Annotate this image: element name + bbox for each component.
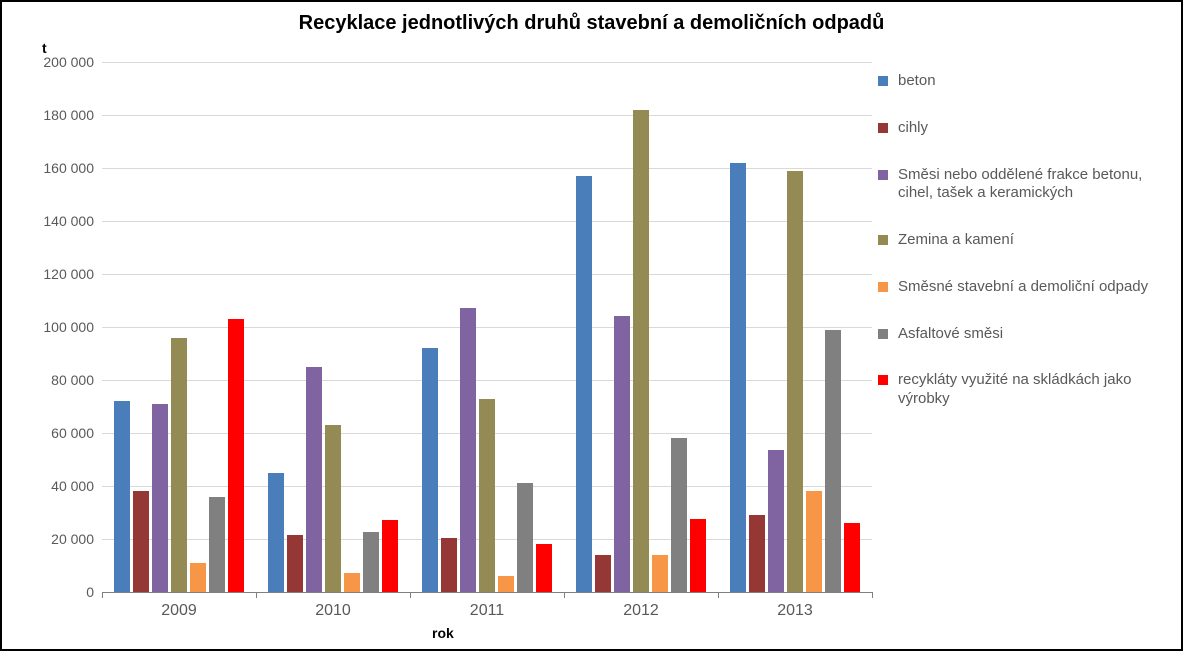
chart-bar — [536, 544, 552, 592]
grid-line — [102, 221, 872, 222]
plot-area: 020 00040 00060 00080 000100 000120 0001… — [102, 62, 872, 592]
chart-bar — [152, 404, 168, 592]
chart-container: Recyklace jednotlivých druhů stavební a … — [0, 0, 1183, 651]
y-tick-label: 40 000 — [51, 478, 102, 494]
legend-swatch — [878, 235, 888, 245]
y-tick-label: 200 000 — [43, 54, 102, 70]
chart-bar — [614, 316, 630, 592]
legend-swatch — [878, 76, 888, 86]
chart-bar — [730, 163, 746, 592]
x-axis-label: rok — [432, 625, 454, 641]
y-tick-label: 80 000 — [51, 372, 102, 388]
chart-bar — [652, 555, 668, 592]
chart-bar — [209, 497, 225, 592]
x-tick-mark — [410, 592, 411, 598]
y-tick-label: 140 000 — [43, 213, 102, 229]
chart-bar — [382, 520, 398, 592]
legend-label: Směsi nebo oddělené frakce betonu, cihel… — [898, 166, 1163, 204]
grid-line — [102, 274, 872, 275]
y-tick-label: 180 000 — [43, 107, 102, 123]
x-tick-mark — [872, 592, 873, 598]
chart-bar — [633, 110, 649, 592]
chart-bar — [768, 450, 784, 592]
grid-line — [102, 380, 872, 381]
legend-swatch — [878, 375, 888, 385]
x-category-label: 2013 — [777, 602, 813, 620]
legend-item: beton — [878, 72, 1163, 91]
grid-line — [102, 327, 872, 328]
chart-bar — [171, 338, 187, 592]
x-tick-mark — [102, 592, 103, 598]
chart-bar — [268, 473, 284, 592]
x-category-label: 2012 — [623, 602, 659, 620]
x-axis-line — [102, 592, 872, 593]
chart-bar — [690, 519, 706, 592]
grid-line — [102, 62, 872, 63]
legend-item: cihly — [878, 119, 1163, 138]
chart-bar — [671, 438, 687, 592]
chart-bar — [133, 491, 149, 592]
grid-line — [102, 168, 872, 169]
y-tick-label: 160 000 — [43, 160, 102, 176]
chart-bar — [825, 330, 841, 592]
chart-bar — [576, 176, 592, 592]
x-tick-mark — [256, 592, 257, 598]
x-tick-mark — [718, 592, 719, 598]
chart-bar — [806, 491, 822, 592]
chart-bar — [460, 308, 476, 592]
legend-item: Směsné stavební a demoliční odpady — [878, 278, 1163, 297]
y-tick-label: 20 000 — [51, 531, 102, 547]
legend-label: Asfaltové směsi — [898, 325, 1003, 344]
y-tick-label: 120 000 — [43, 266, 102, 282]
chart-bar — [306, 367, 322, 592]
chart-bar — [344, 573, 360, 592]
legend-label: Zemina a kamení — [898, 231, 1014, 250]
chart-bar — [228, 319, 244, 592]
chart-bar — [498, 576, 514, 592]
x-category-label: 2009 — [161, 602, 197, 620]
chart-bar — [441, 538, 457, 592]
x-category-label: 2011 — [470, 602, 504, 620]
x-tick-mark — [564, 592, 565, 598]
legend-swatch — [878, 329, 888, 339]
legend-label: recykláty využité na skládkách jako výro… — [898, 371, 1163, 409]
chart-bar — [114, 401, 130, 592]
chart-bar — [479, 399, 495, 592]
chart-bar — [749, 515, 765, 592]
chart-bar — [517, 483, 533, 592]
y-tick-label: 100 000 — [43, 319, 102, 335]
legend-swatch — [878, 282, 888, 292]
legend-swatch — [878, 170, 888, 180]
legend-label: cihly — [898, 119, 928, 138]
chart-bar — [422, 348, 438, 592]
legend-item: recykláty využité na skládkách jako výro… — [878, 371, 1163, 409]
chart-bar — [844, 523, 860, 592]
chart-title: Recyklace jednotlivých druhů stavební a … — [2, 12, 1181, 35]
chart-bar — [190, 563, 206, 592]
grid-line — [102, 115, 872, 116]
legend: beton cihly Směsi nebo oddělené frakce bet… — [878, 72, 1163, 437]
chart-bar — [325, 425, 341, 592]
legend-item: Zemina a kamení — [878, 231, 1163, 250]
chart-bar — [787, 171, 803, 592]
y-tick-label: 0 — [86, 584, 102, 600]
chart-bar — [287, 535, 303, 592]
chart-bar — [595, 555, 611, 592]
legend-label: beton — [898, 72, 936, 91]
legend-item: Asfaltové směsi — [878, 325, 1163, 344]
y-tick-label: 60 000 — [51, 425, 102, 441]
legend-label: Směsné stavební a demoliční odpady — [898, 278, 1148, 297]
legend-item: Směsi nebo oddělené frakce betonu, cihel… — [878, 166, 1163, 204]
x-category-label: 2010 — [315, 602, 351, 620]
chart-bar — [363, 532, 379, 592]
legend-swatch — [878, 123, 888, 133]
